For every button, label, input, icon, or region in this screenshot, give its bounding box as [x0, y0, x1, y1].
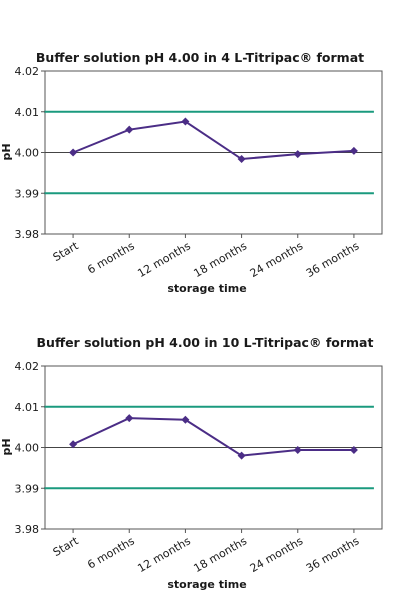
- chart-2-y-tick-label: 4.01: [15, 401, 40, 414]
- chart-1-y-tick-label: 4.00: [15, 147, 40, 160]
- chart-2-data-point: [69, 440, 78, 449]
- chart-1-data-point: [293, 150, 302, 159]
- chart-1-data-point: [125, 125, 134, 134]
- chart-1: Buffer solution pH 4.00 in 4 L-Titripac®…: [0, 50, 383, 295]
- chart-2-data-point: [181, 415, 190, 424]
- chart-2-data-point: [349, 445, 358, 454]
- chart-2-xlabel: storage time: [167, 578, 246, 591]
- chart-1-title: Buffer solution pH 4.00 in 4 L-Titripac®…: [36, 50, 364, 65]
- chart-1-data-point: [237, 155, 246, 164]
- chart-1-ylabel: pH: [0, 143, 13, 160]
- chart-2-data-point: [293, 445, 302, 454]
- chart-1-x-tick-label: 24 months: [248, 239, 306, 280]
- chart-2-title: Buffer solution pH 4.00 in 10 L-Titripac…: [37, 335, 374, 350]
- chart-1-y-tick-label: 3.98: [15, 228, 40, 241]
- chart-2-ylabel: pH: [0, 438, 13, 455]
- chart-2-series-line: [72, 417, 354, 457]
- chart-1-x-tick-label: Start: [51, 239, 81, 264]
- chart-2-data-point: [125, 414, 134, 423]
- chart-2-y-tick-label: 3.99: [15, 482, 40, 495]
- chart-2: Buffer solution pH 4.00 in 10 L-Titripac…: [0, 335, 383, 591]
- chart-1-data-point: [181, 117, 190, 126]
- chart-1-data-point: [349, 146, 358, 155]
- chart-1-y-tick-label: 4.02: [15, 65, 40, 78]
- chart-2-x-tick-label: 36 months: [304, 534, 362, 575]
- chart-2-x-tick-label: 12 months: [135, 534, 193, 575]
- chart-1-series-line: [72, 120, 354, 161]
- chart-1-x-tick-label: 6 months: [85, 239, 137, 276]
- chart-1-xlabel: storage time: [167, 282, 246, 295]
- chart-1-x-tick-label: 12 months: [135, 239, 193, 280]
- chart-2-y-tick-label: 4.00: [15, 442, 40, 455]
- chart-2-x-tick-label: Start: [51, 534, 81, 559]
- chart-1-x-tick-label: 36 months: [304, 239, 362, 280]
- chart-2-y-tick-label: 4.02: [15, 360, 40, 373]
- chart-2-x-tick-label: 18 months: [192, 534, 250, 575]
- chart-2-x-tick-label: 24 months: [248, 534, 306, 575]
- chart-1-y-tick-label: 3.99: [15, 187, 40, 200]
- chart-1-y-tick-label: 4.01: [15, 106, 40, 119]
- chart-1-data-point: [69, 148, 78, 157]
- chart-2-y-tick-label: 3.98: [15, 523, 40, 536]
- chart-2-data-point: [237, 451, 246, 460]
- chart-2-x-tick-label: 6 months: [85, 534, 137, 571]
- chart-1-x-tick-label: 18 months: [192, 239, 250, 280]
